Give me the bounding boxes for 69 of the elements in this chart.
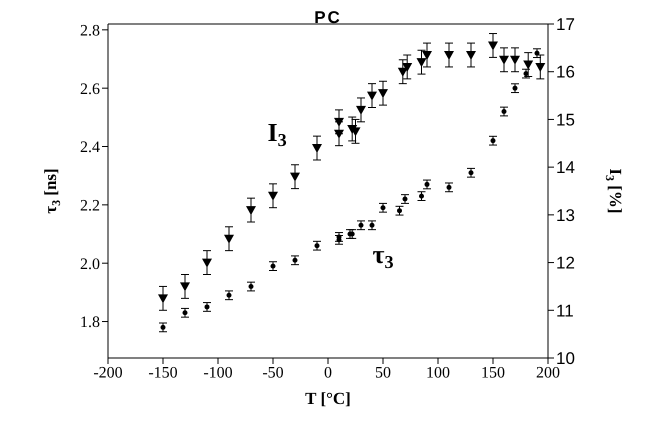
point: [490, 138, 496, 144]
x-tick-label: 150: [481, 364, 505, 382]
point: [535, 62, 546, 72]
y2-tick-label: 17: [556, 15, 575, 34]
point: [334, 130, 344, 139]
point: [248, 284, 254, 290]
point: [367, 92, 377, 101]
y-tick-label: 1.8: [80, 314, 100, 332]
y2-tick-label: 13: [556, 206, 575, 225]
point: [358, 222, 364, 228]
y-tick-label: 2.2: [80, 198, 100, 215]
y-tick-label: 2.6: [80, 80, 100, 98]
x-tick-label: 50: [375, 364, 391, 382]
y-tick-label: 2.4: [80, 139, 100, 156]
x-tick-label: 0: [324, 364, 332, 382]
point: [160, 324, 166, 330]
x-tick-label: -50: [262, 364, 284, 382]
point: [416, 58, 426, 68]
point: [499, 56, 509, 65]
point: [397, 208, 402, 214]
point: [292, 258, 298, 263]
point: [534, 50, 540, 56]
point: [356, 106, 366, 115]
point: [523, 60, 534, 70]
chart-title: PC: [314, 8, 342, 27]
point: [246, 206, 256, 216]
y2-tick-label: 15: [556, 110, 575, 130]
y2-tick-label: 16: [556, 62, 575, 82]
point: [402, 196, 408, 202]
point: [468, 170, 474, 176]
point: [380, 205, 386, 210]
x-tick-label: 100: [426, 364, 450, 382]
point: [224, 234, 234, 244]
point: [268, 192, 278, 201]
point: [312, 144, 322, 154]
point: [202, 258, 212, 268]
point: [402, 62, 412, 72]
point: [314, 243, 320, 248]
point: [158, 294, 168, 304]
point: [419, 194, 424, 199]
y-tick-label: 2.0: [80, 256, 100, 273]
point: [290, 172, 300, 182]
point: [446, 184, 452, 190]
point: [466, 51, 476, 60]
point: [444, 51, 454, 60]
point: [422, 51, 432, 60]
point: [226, 292, 232, 298]
point: [502, 109, 506, 114]
point: [204, 304, 210, 310]
y2-tick-label: 12: [556, 254, 575, 273]
y2-tick-label: 11: [556, 301, 574, 320]
x-tick-label: -100: [203, 364, 233, 382]
point: [512, 86, 518, 91]
point: [180, 282, 190, 292]
point: [510, 56, 520, 65]
point: [334, 118, 344, 127]
y-tick-label: 2.8: [80, 22, 100, 40]
point: [488, 41, 498, 50]
point: [270, 264, 276, 269]
x-axis-title: T [°C]: [305, 389, 351, 408]
point: [182, 310, 188, 316]
x-tick-label: -200: [93, 364, 123, 382]
point: [424, 182, 430, 187]
series-label: I$_{3}$: [267, 118, 287, 150]
point: [370, 222, 374, 228]
legend-label: τ$_{3}$: [372, 240, 394, 272]
y2-tick-label: 14: [556, 158, 575, 178]
point: [378, 89, 388, 98]
x-tick-label: -150: [148, 364, 178, 382]
